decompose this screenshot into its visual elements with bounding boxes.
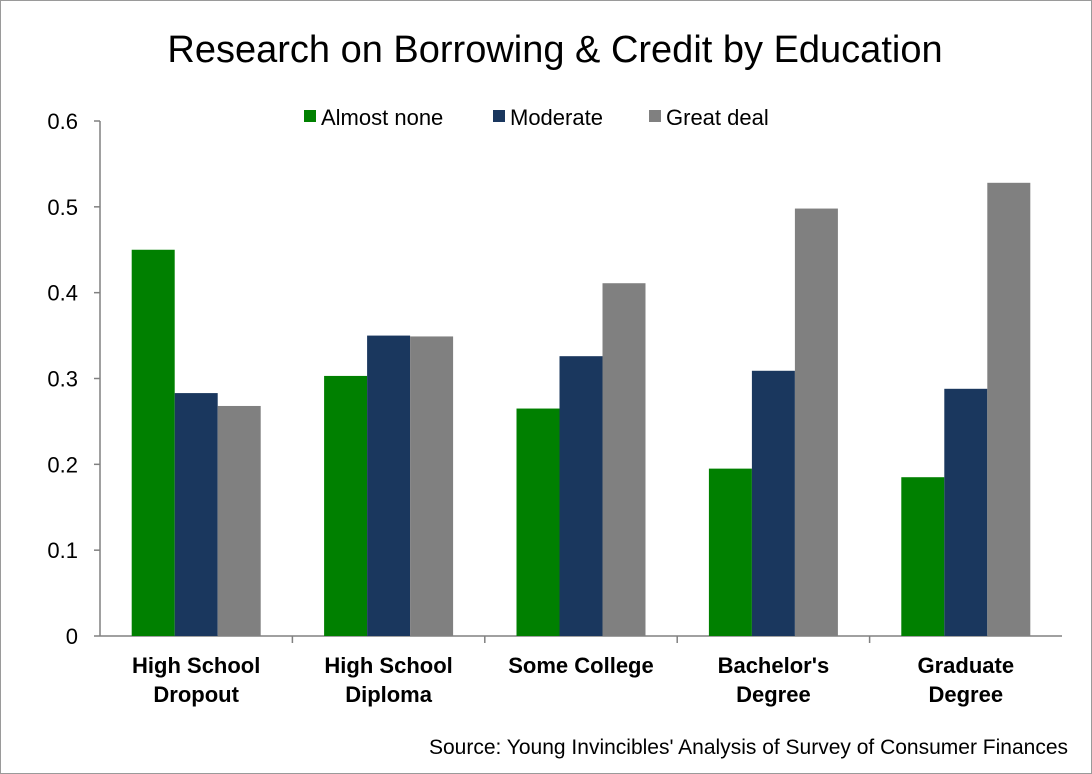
source-note: Source: Young Invincibles' Analysis of S… bbox=[429, 736, 1068, 759]
legend-label: Moderate bbox=[510, 105, 603, 130]
x-category-label: Bachelor's Degree bbox=[718, 653, 830, 707]
bar bbox=[367, 335, 411, 636]
legend-swatch bbox=[649, 110, 661, 122]
bar bbox=[324, 375, 368, 636]
bar bbox=[901, 477, 945, 636]
bar bbox=[410, 336, 454, 636]
legend: Almost none Moderate Great deal bbox=[304, 105, 769, 130]
legend-swatch bbox=[304, 110, 316, 122]
y-tick-label: 0.2 bbox=[47, 452, 78, 477]
y-tick-label: 0 bbox=[66, 624, 78, 649]
bar bbox=[944, 388, 988, 636]
bar bbox=[217, 405, 261, 636]
y-tick-label: 0.3 bbox=[47, 367, 78, 392]
legend-swatch bbox=[493, 110, 505, 122]
x-category-label: High School Dropout bbox=[132, 653, 260, 707]
category-labels: High School Dropout High School Diploma Some… bbox=[132, 653, 1014, 707]
legend-label: Great deal bbox=[666, 105, 769, 130]
bar bbox=[174, 393, 218, 636]
y-tick-label: 0.1 bbox=[47, 538, 78, 563]
bar bbox=[559, 356, 603, 636]
legend-label: Almost none bbox=[321, 105, 443, 130]
x-category-label: Graduate Degree bbox=[918, 653, 1015, 707]
y-tick-label: 0.6 bbox=[47, 109, 78, 134]
x-category-label: Some College bbox=[508, 653, 653, 678]
bar bbox=[987, 182, 1031, 637]
x-category-label: High School Diploma bbox=[324, 653, 452, 707]
bars bbox=[131, 182, 1031, 637]
bar bbox=[751, 370, 795, 636]
bar bbox=[131, 249, 175, 636]
bar bbox=[516, 408, 560, 636]
y-tick-label: 0.4 bbox=[47, 281, 78, 306]
bar bbox=[708, 468, 752, 636]
bar bbox=[602, 283, 646, 636]
chart-title: Research on Borrowing & Credit by Educat… bbox=[167, 29, 942, 71]
y-tick-label: 0.5 bbox=[47, 195, 78, 220]
bar bbox=[794, 208, 838, 637]
